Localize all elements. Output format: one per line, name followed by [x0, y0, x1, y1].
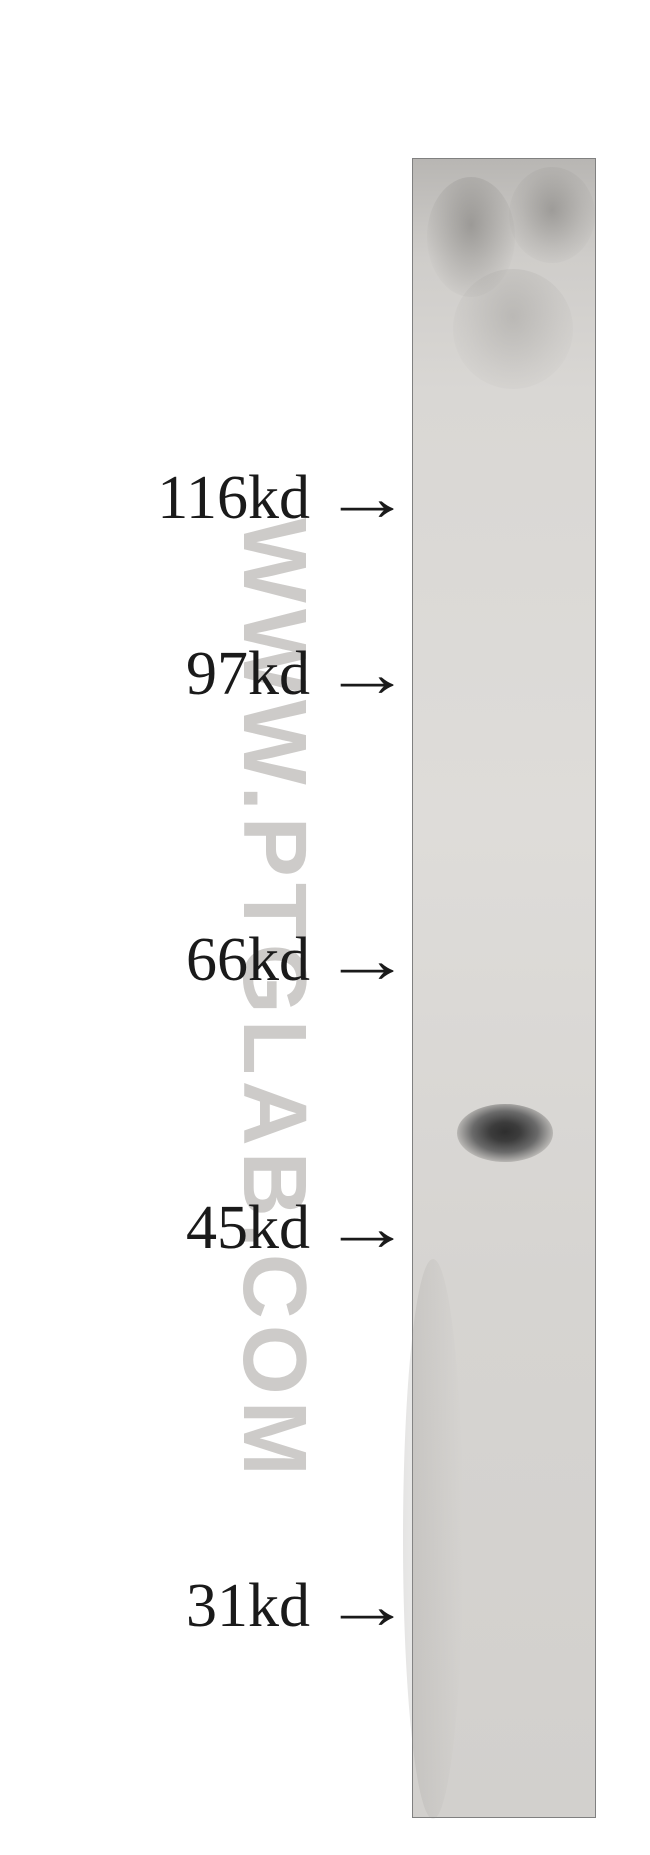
- mw-marker-label: 66kd: [120, 925, 310, 996]
- mw-marker-label: 116kd: [120, 463, 310, 534]
- blot-lane: [412, 158, 596, 1818]
- arrow-right-icon: →: [322, 637, 411, 713]
- mw-marker: 97kd→: [0, 638, 400, 712]
- mw-marker: 45kd→: [0, 1192, 400, 1266]
- lane-background: [413, 159, 595, 1817]
- arrow-right-icon: →: [322, 1569, 411, 1645]
- arrow-right-icon: →: [322, 923, 411, 999]
- mw-marker: 66kd→: [0, 924, 400, 998]
- mw-marker: 31kd→: [0, 1570, 400, 1644]
- western-blot-figure: { "figure": { "width_px": 650, "height_p…: [0, 0, 650, 1855]
- mw-marker-label: 31kd: [120, 1571, 310, 1642]
- mw-marker-label: 45kd: [120, 1193, 310, 1264]
- mw-marker: 116kd→: [0, 462, 400, 536]
- mw-marker-label: 97kd: [120, 639, 310, 710]
- arrow-right-icon: →: [322, 1191, 411, 1267]
- arrow-right-icon: →: [322, 461, 411, 537]
